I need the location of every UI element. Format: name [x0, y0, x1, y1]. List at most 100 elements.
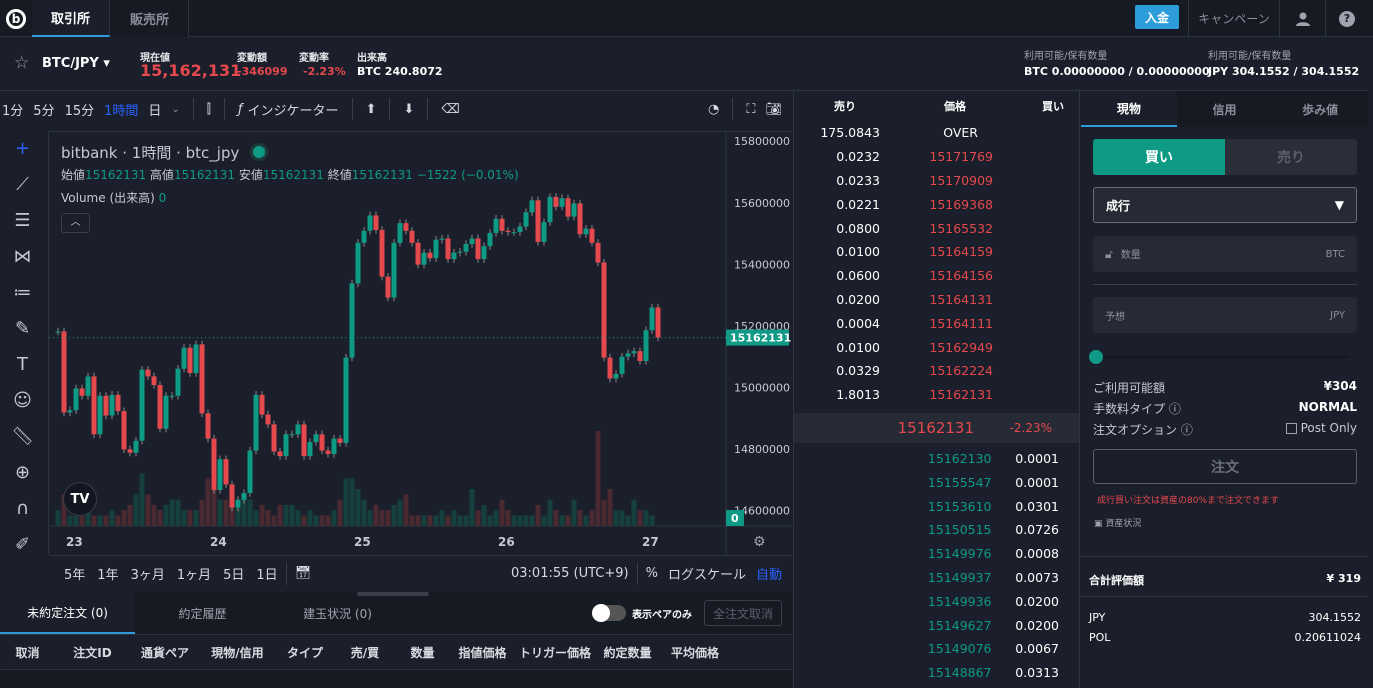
indicator-button[interactable]: インジケーター	[247, 103, 339, 119]
fullscreen-icon[interactable]: ⛶	[746, 101, 756, 117]
bid-row[interactable]: 15150515 0.0726	[927, 522, 1059, 538]
ask-row[interactable]: 0.0100 15164159	[836, 244, 993, 260]
interval-1d[interactable]: 日	[148, 103, 162, 119]
pattern-icon[interactable]: ⋈	[13, 245, 32, 267]
candle-body	[499, 218, 505, 231]
range-3m[interactable]: 3ヶ月	[130, 568, 165, 583]
buy-button[interactable]: 買い	[1093, 139, 1225, 175]
magnet-icon[interactable]: ∩	[15, 497, 30, 519]
fib-icon[interactable]: ≔	[13, 281, 32, 303]
volume-bar	[529, 515, 535, 526]
estimate-input[interactable]: 予想 JPY	[1093, 297, 1357, 333]
ask-row[interactable]: 0.0329 15162224	[836, 363, 993, 379]
download-icon[interactable]: ⬇	[403, 101, 415, 117]
ask-row[interactable]: 0.0600 15164156	[836, 268, 993, 284]
range-1d[interactable]: 1日	[256, 568, 278, 583]
interval-1m[interactable]: 1分	[2, 103, 24, 119]
bid-row[interactable]: 15155547 0.0001	[927, 474, 1059, 490]
auto-scale-toggle[interactable]: 自動	[755, 568, 782, 583]
bid-row[interactable]: 15153610 0.0301	[927, 498, 1059, 514]
volume-bar	[325, 515, 331, 526]
pair-selector[interactable]: BTC/JPY ▾	[42, 56, 110, 71]
candle-body	[175, 368, 181, 396]
clock[interactable]: 03:01:55 (UTC+9)	[511, 566, 629, 581]
tab-exchange[interactable]: 取引所	[32, 0, 110, 37]
ask-row[interactable]: 1.8013 15162131	[836, 387, 993, 403]
zoom-in-icon[interactable]: ⊕	[14, 461, 31, 483]
range-5y[interactable]: 5年	[64, 568, 86, 583]
cancel-all-button[interactable]: 全注文取消	[704, 600, 782, 626]
candle-body	[211, 438, 217, 490]
bid-row[interactable]: 15149936 0.0200	[927, 593, 1059, 609]
star-icon[interactable]: ☆	[14, 53, 30, 73]
collapse-legend-button[interactable]: ︿	[61, 213, 90, 233]
ask-row[interactable]: 0.0800 15165532	[836, 220, 993, 236]
order-type-select[interactable]: 成行 ▼	[1093, 187, 1357, 223]
emoji-icon[interactable]: ☺	[13, 389, 32, 411]
chevron-down-icon[interactable]: ⌄	[171, 103, 180, 115]
volume-bar	[271, 515, 277, 526]
tradingview-logo[interactable]: TV	[63, 482, 97, 516]
pair-only-toggle[interactable]: 表示ペアのみ	[592, 592, 692, 634]
percent-toggle[interactable]: %	[645, 566, 658, 581]
help-icon[interactable]: ?	[1326, 0, 1368, 37]
post-only-checkbox[interactable]: Post Only	[1285, 421, 1357, 438]
goto-date-icon[interactable]: 📅︎	[294, 566, 312, 581]
tab-margin[interactable]: 信用	[1212, 102, 1237, 117]
horizontal-lines-icon[interactable]: ☰	[14, 209, 31, 231]
resize-handle[interactable]	[357, 592, 429, 596]
tab-open-orders[interactable]: 未約定注文 (0)	[0, 592, 135, 634]
bid-row[interactable]: 15149627 0.0200	[927, 617, 1059, 633]
trendline-icon[interactable]: ⟋	[16, 173, 29, 195]
bid-row[interactable]: 15149076 0.0067	[927, 641, 1059, 657]
price-chart[interactable]: 15800000 15600000 15400000 15200000 15000000…	[48, 131, 793, 556]
ruler-icon[interactable]: 📏︎	[11, 425, 34, 447]
candlestick-chart[interactable]: 1580000015600000154000001520000015000000…	[49, 132, 793, 556]
camera-icon[interactable]: 📷︎	[765, 101, 782, 117]
interval-1h[interactable]: 1時間	[104, 103, 139, 119]
ask-row[interactable]: 0.0221 15169368	[836, 196, 993, 212]
bid-row[interactable]: 15149937 0.0073	[927, 569, 1059, 585]
candle-body	[373, 215, 379, 230]
brush-icon[interactable]: ✎	[14, 317, 31, 339]
assets-link[interactable]: ▣ 資産状況	[1094, 519, 1142, 529]
settings-icon[interactable]: ⚙	[753, 534, 766, 550]
bid-row[interactable]: 15148867 0.0313	[927, 665, 1059, 681]
upload-icon[interactable]: ⬆	[365, 101, 377, 117]
candle-body	[145, 369, 151, 377]
ask-row[interactable]: 0.0200 15164131	[836, 291, 993, 307]
tab-trades[interactable]: 歩み値	[1302, 102, 1339, 117]
range-5d[interactable]: 5日	[223, 568, 245, 583]
text-icon[interactable]: T	[17, 353, 28, 375]
log-scale-toggle[interactable]: ログスケール	[667, 568, 746, 583]
bid-row[interactable]: 15162130 0.0001	[927, 450, 1059, 466]
user-icon[interactable]	[1281, 0, 1326, 37]
tab-sales[interactable]: 販売所	[111, 0, 189, 37]
quantity-input[interactable]: 🔓︎ 数量 BTC	[1093, 236, 1357, 272]
eraser-icon[interactable]: ⌫	[441, 101, 460, 117]
ask-row[interactable]: 0.0100 15162949	[836, 339, 993, 355]
ask-row[interactable]: 0.0004 15164111	[836, 315, 993, 331]
submit-order-button[interactable]: 注文	[1093, 449, 1357, 484]
range-1y[interactable]: 1年	[97, 568, 119, 583]
tab-positions[interactable]: 建玉状況 (0)	[303, 606, 372, 621]
sell-button[interactable]: 売り	[1277, 150, 1305, 166]
ask-row[interactable]: 0.0233 15170909	[836, 172, 993, 188]
lock-drawings-icon[interactable]: ✐	[14, 533, 31, 555]
candle-type-icon[interactable]: ⫿	[206, 101, 211, 117]
amount-slider[interactable]	[1089, 350, 1349, 364]
interval-5m[interactable]: 5分	[33, 103, 55, 119]
tab-spot[interactable]: 現物	[1081, 91, 1177, 127]
deposit-button[interactable]: 入金	[1135, 5, 1179, 29]
quick-search-icon[interactable]: ◔	[708, 101, 720, 117]
bid-row[interactable]: 15149976 0.0008	[927, 546, 1059, 562]
crosshair-icon[interactable]: +	[14, 137, 31, 159]
ask-row[interactable]: 0.0232 15171769	[836, 149, 993, 165]
interval-15m[interactable]: 15分	[64, 103, 95, 119]
bitbank-logo[interactable]: b	[0, 0, 32, 37]
range-1m[interactable]: 1ヶ月	[176, 568, 212, 583]
function-icon[interactable]: ƒ	[237, 101, 243, 117]
campaign-link[interactable]: キャンペーン	[1188, 0, 1280, 37]
slider-handle[interactable]	[1089, 350, 1103, 364]
tab-trade-history[interactable]: 約定履歴	[178, 606, 227, 621]
